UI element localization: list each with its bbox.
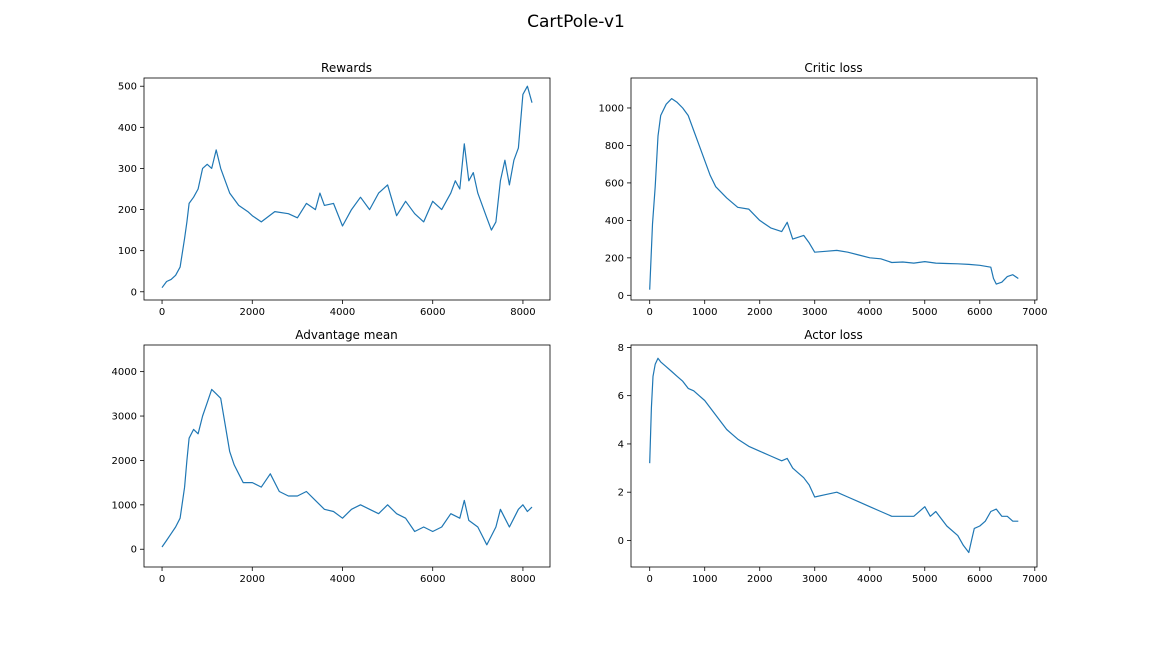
rewards-chart-title: Rewards [321, 61, 372, 75]
advantage-mean-chart-title: Advantage mean [295, 328, 398, 342]
actor-loss-x-tick-label: 2000 [747, 574, 772, 585]
rewards-y-tick-label: 300 [118, 164, 137, 175]
rewards-y-tick-label: 100 [118, 246, 137, 257]
advantage-mean-y-tick-label: 1000 [112, 500, 137, 511]
critic-loss-series-line [649, 97, 1019, 290]
critic-loss-x-tick-label: 0 [647, 307, 653, 318]
critic-loss-x-tick-label: 5000 [912, 307, 937, 318]
advantage-mean-y-tick-label: 3000 [112, 412, 137, 423]
rewards-x-tick-label: 4000 [330, 307, 355, 318]
actor-loss-axes-frame [630, 344, 1038, 568]
rewards-y-tick-label: 400 [118, 123, 137, 134]
actor-loss-series-line [649, 357, 1019, 554]
rewards-y-tick-label: 500 [118, 82, 137, 93]
critic-loss-x-tick-label: 4000 [857, 307, 882, 318]
actor-loss-y-tick-label: 6 [618, 391, 624, 402]
rewards-x-tick-label: 0 [159, 307, 165, 318]
critic-loss-y-tick-label: 1000 [599, 103, 624, 114]
critic-loss-y-tick-label: 200 [605, 253, 624, 264]
figure-title: CartPole-v1 [527, 12, 625, 32]
critic-loss-y-tick-label: 400 [605, 216, 624, 227]
advantage-mean-series-line [161, 388, 533, 548]
critic-loss-x-tick-label: 2000 [747, 307, 772, 318]
rewards-x-tick-label: 8000 [510, 307, 535, 318]
critic-loss-x-tick-label: 3000 [802, 307, 827, 318]
actor-loss-x-tick-label: 1000 [692, 574, 717, 585]
advantage-mean-x-tick-label: 8000 [510, 574, 535, 585]
actor-loss-x-tick-label: 3000 [802, 574, 827, 585]
critic-loss-chart-title: Critic loss [804, 61, 862, 75]
rewards-series-line [161, 85, 533, 289]
advantage-mean-x-tick-label: 0 [159, 574, 165, 585]
actor-loss-x-tick-label: 4000 [857, 574, 882, 585]
critic-loss-x-tick-label: 7000 [1022, 307, 1047, 318]
rewards-chart: Rewards 0 2000 4000 6000 8000 0 100 200 300 400 50… [118, 61, 551, 318]
actor-loss-y-tick-label: 2 [618, 488, 624, 499]
advantage-mean-chart: Advantage mean 0 2000 4000 6000 8000 0 1000 200… [112, 328, 551, 585]
rewards-axes-frame [143, 77, 551, 301]
critic-loss-y-tick-label: 800 [605, 141, 624, 152]
actor-loss-y-tick-label: 8 [618, 343, 624, 354]
advantage-mean-y-tick-label: 0 [131, 545, 137, 556]
rewards-y-tick-label: 0 [131, 287, 137, 298]
advantage-mean-x-tick-label: 4000 [330, 574, 355, 585]
critic-loss-y-tick-label: 600 [605, 178, 624, 189]
actor-loss-chart-title: Actor loss [804, 328, 863, 342]
advantage-mean-x-tick-label: 6000 [420, 574, 445, 585]
critic-loss-x-tick-label: 1000 [692, 307, 717, 318]
rewards-x-tick-label: 2000 [240, 307, 265, 318]
critic-loss-x-tick-label: 6000 [967, 307, 992, 318]
actor-loss-y-tick-label: 0 [618, 536, 624, 547]
advantage-mean-axes-frame [143, 344, 551, 568]
critic-loss-y-tick-label: 0 [618, 291, 624, 302]
actor-loss-x-tick-label: 7000 [1022, 574, 1047, 585]
actor-loss-chart: Actor loss 0 1000 2000 3000 4000 5000 6000 7000… [618, 328, 1048, 585]
actor-loss-y-tick-label: 4 [618, 439, 624, 450]
actor-loss-x-tick-label: 6000 [967, 574, 992, 585]
advantage-mean-x-tick-label: 2000 [240, 574, 265, 585]
actor-loss-x-tick-label: 5000 [912, 574, 937, 585]
actor-loss-x-tick-label: 0 [647, 574, 653, 585]
rewards-y-tick-label: 200 [118, 205, 137, 216]
advantage-mean-y-tick-label: 2000 [112, 456, 137, 467]
advantage-mean-y-tick-label: 4000 [112, 367, 137, 378]
critic-loss-chart: Critic loss 0 1000 2000 3000 4000 5000 6000 700… [599, 61, 1048, 318]
rewards-x-tick-label: 6000 [420, 307, 445, 318]
critic-loss-axes-frame [630, 77, 1038, 301]
